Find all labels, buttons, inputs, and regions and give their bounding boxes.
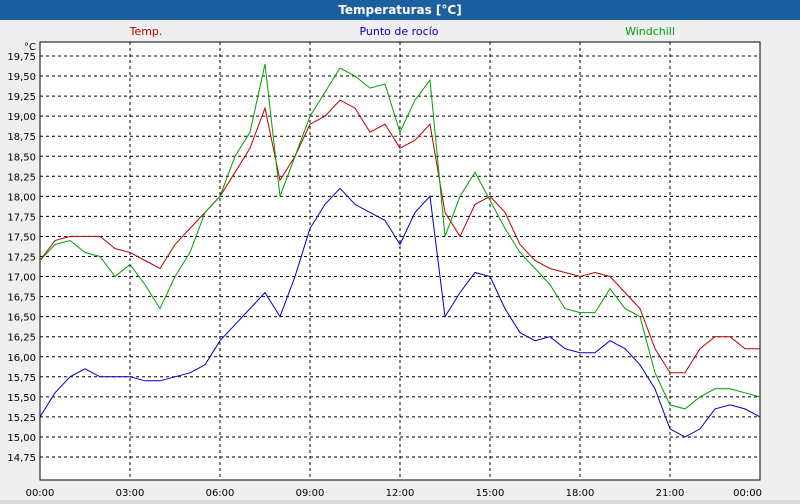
y-tick-label: 17,50 (7, 232, 36, 243)
y-tick-label: 18,00 (7, 192, 36, 203)
series-line-punto-de-roc-o (39, 187, 761, 438)
chart-panel: 14,75 15,00 15,25 15,50 15,75 16,00 16,25 16,50… (0, 20, 800, 500)
chart-title: Temperaturas [°C] (0, 0, 800, 20)
y-tick-label: 16,25 (7, 333, 36, 344)
temperature-chart: 14,75 15,00 15,25 15,50 15,75 16,00 16,25 16,50… (7, 25, 762, 499)
y-tick-label: 17,25 (7, 253, 36, 264)
y-tick-label: 15,25 (7, 413, 36, 424)
y-tick-label: 18,75 (7, 132, 36, 143)
x-tick-time: 09:00 (296, 488, 325, 499)
y-tick-label: 16,00 (7, 353, 36, 364)
legend-entry: Punto de rocío (359, 25, 438, 38)
x-tick-time: 00:00 (733, 488, 762, 499)
y-tick-label: 17,00 (7, 273, 36, 284)
legend-entry: Windchill (625, 25, 675, 38)
x-tick-time: 12:00 (386, 488, 415, 499)
y-tick-label: 15,00 (7, 433, 36, 444)
y-tick-label: 17,75 (7, 212, 36, 223)
series-line-temp- (39, 99, 760, 374)
y-tick-label: 18,50 (7, 152, 36, 163)
x-tick-time: 21:00 (656, 488, 685, 499)
x-tick-time: 15:00 (476, 488, 505, 499)
x-tick-time: 03:00 (116, 488, 145, 499)
series-line-windchill (39, 63, 761, 410)
y-tick-label: 15,50 (7, 393, 36, 404)
x-tick-time: 00:00 (26, 488, 55, 499)
y-tick-label: 18,25 (7, 172, 36, 183)
y-unit-label: °C (24, 42, 36, 53)
y-tick-label: 14,75 (7, 453, 36, 464)
y-tick-label: 16,50 (7, 313, 36, 324)
y-tick-label: 19,75 (7, 52, 36, 63)
x-tick-time: 18:00 (566, 488, 595, 499)
y-tick-label: 15,75 (7, 373, 36, 384)
y-tick-label: 19,00 (7, 112, 36, 123)
x-tick-time: 06:00 (206, 488, 235, 499)
y-tick-label: 16,75 (7, 293, 36, 304)
y-tick-label: 19,25 (7, 92, 36, 103)
legend-entry: Temp. (129, 25, 163, 38)
y-tick-label: 19,50 (7, 72, 36, 83)
